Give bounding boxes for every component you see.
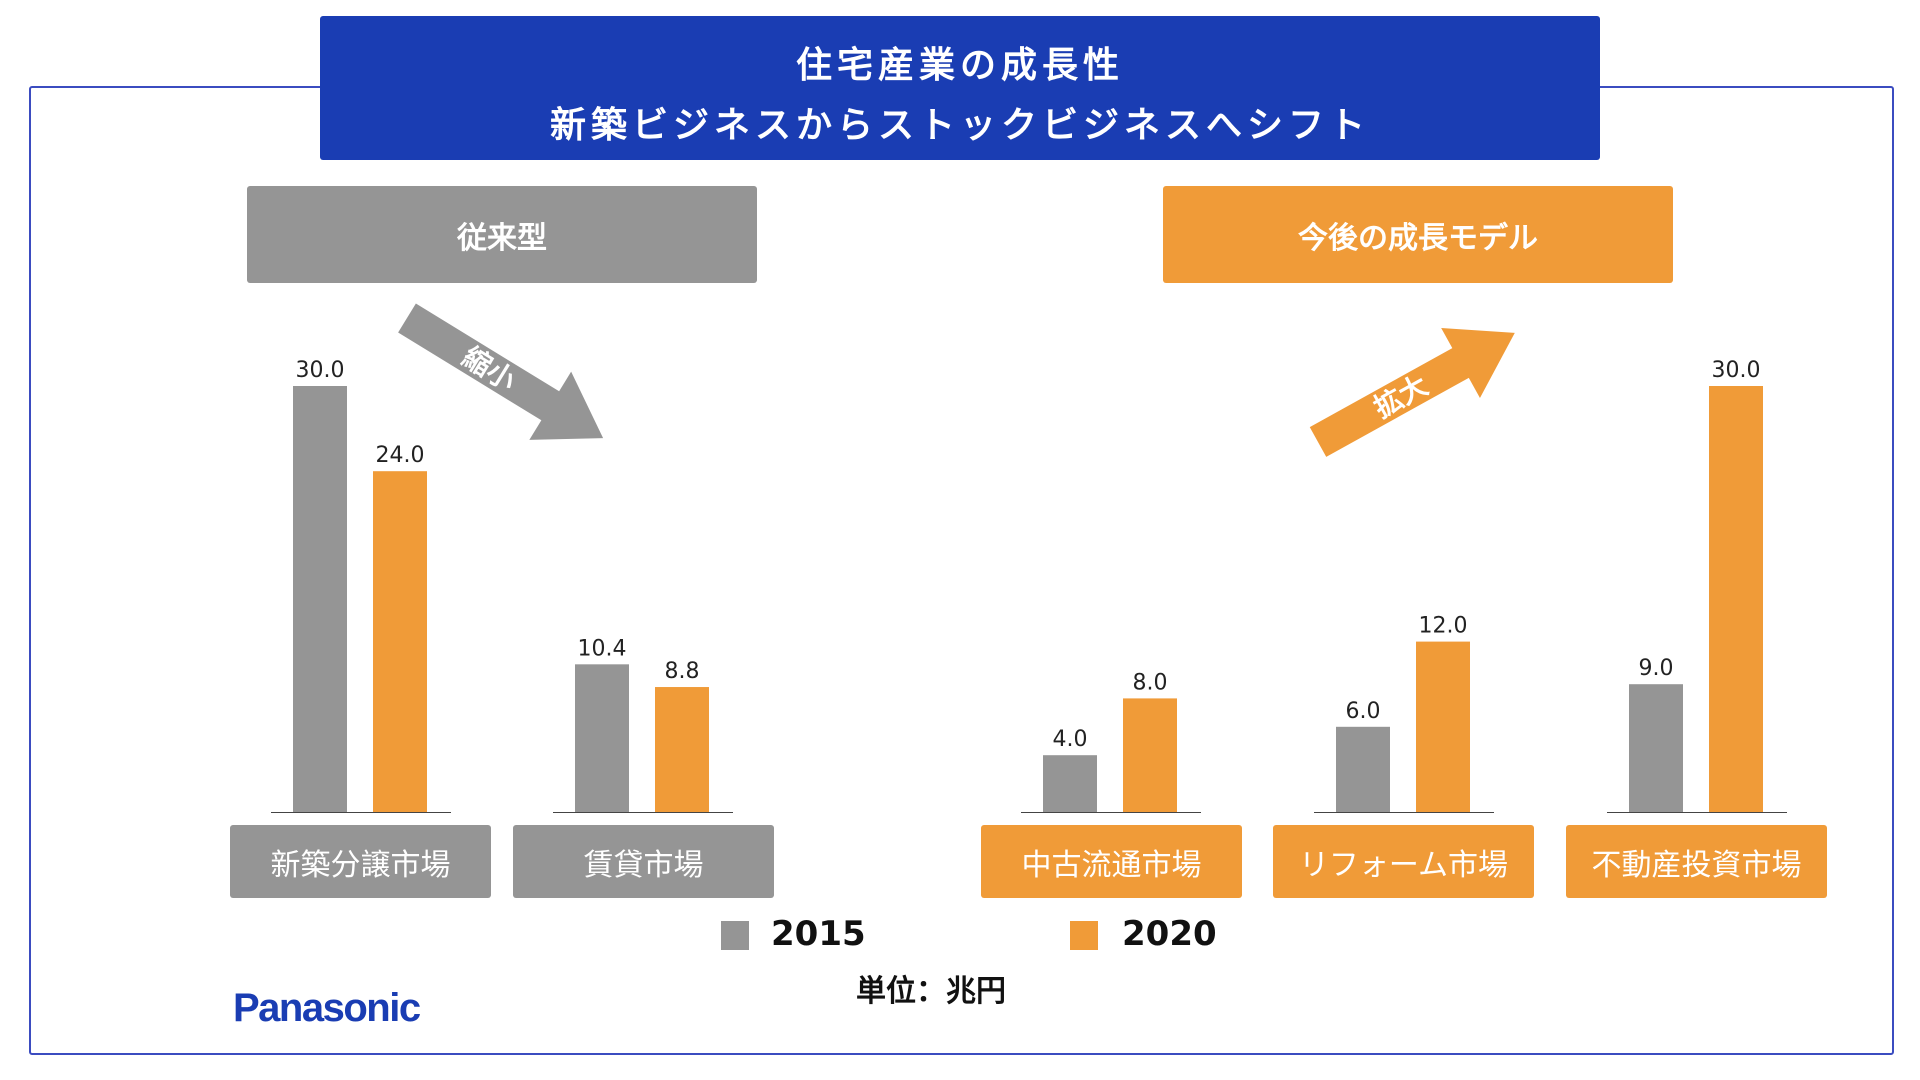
- category-label: 不動産投資市場: [1566, 825, 1827, 898]
- bar-2020-3: [1416, 641, 1470, 812]
- legend-label-2020: 2020: [1122, 914, 1217, 954]
- legend-swatch-2015: [721, 921, 749, 950]
- bar-2015-2: [1043, 755, 1097, 812]
- title-line-2: 新築ビジネスからストックビジネスへシフト: [549, 105, 1370, 146]
- category-label: リフォーム市場: [1273, 825, 1534, 898]
- bar-2015-0: [293, 386, 347, 812]
- value-label: 30.0: [296, 358, 345, 383]
- bar-2015-3: [1336, 726, 1390, 812]
- value-label: 9.0: [1639, 656, 1674, 681]
- legend-label-2015: 2015: [771, 914, 866, 954]
- bar-2015-1: [575, 664, 629, 812]
- bar-2020-1: [655, 687, 709, 812]
- value-label: 12.0: [1419, 614, 1468, 639]
- title-banner: 住宅産業の成長性 新築ビジネスからストックビジネスへシフト: [320, 16, 1600, 160]
- category-label: 賃貸市場: [513, 825, 774, 898]
- value-label: 4.0: [1053, 727, 1088, 752]
- panasonic-logo: Panasonic: [233, 986, 421, 1030]
- value-label: 6.0: [1346, 699, 1381, 724]
- bar-2020-0: [373, 471, 427, 812]
- header-future-model: 今後の成長モデル: [1163, 186, 1673, 283]
- value-label: 8.8: [665, 659, 700, 684]
- header-traditional: 従来型: [247, 186, 757, 283]
- category-label: 新築分譲市場: [230, 825, 491, 898]
- bar-2020-4: [1709, 386, 1763, 812]
- legend-swatch-2020: [1070, 921, 1098, 950]
- bar-2015-4: [1629, 684, 1683, 812]
- title-line-1: 住宅産業の成長性: [795, 45, 1124, 86]
- value-label: 8.0: [1133, 670, 1168, 695]
- category-label: 中古流通市場: [981, 825, 1242, 898]
- unit-label: 単位：兆円: [856, 974, 1006, 1009]
- bar-2020-2: [1123, 698, 1177, 812]
- value-label: 10.4: [578, 636, 627, 661]
- value-label: 24.0: [376, 443, 425, 468]
- expand-arrow: 拡大: [1309, 327, 1515, 457]
- value-label: 30.0: [1712, 358, 1761, 383]
